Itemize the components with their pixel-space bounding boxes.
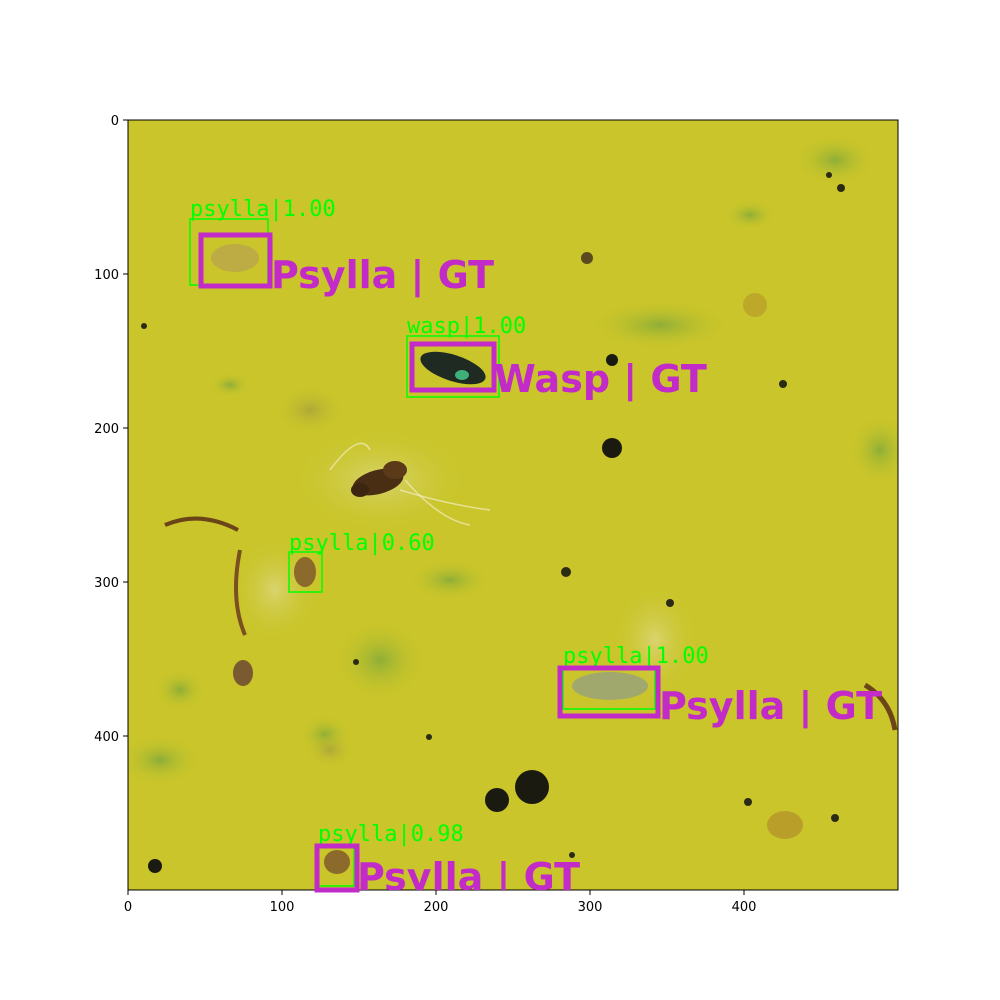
y-tick-label: 100 (94, 268, 119, 283)
y-tick-label: 200 (94, 422, 119, 437)
prediction-label: wasp|1.00 (407, 314, 526, 339)
x-tick-label: 300 (578, 900, 603, 915)
ground-truth-box (198, 232, 273, 289)
prediction-label: psylla|1.00 (563, 644, 709, 669)
ground-truth-box (314, 843, 360, 893)
x-tick-label: 0 (124, 900, 132, 915)
y-tick-label: 300 (94, 576, 119, 591)
y-axis: 0 100 200 300 400 (94, 114, 128, 745)
prediction-label: psylla|0.60 (289, 531, 435, 556)
x-tick-label: 100 (270, 900, 295, 915)
trap-photo (128, 120, 898, 890)
y-tick-label: 400 (94, 730, 119, 745)
prediction-label: psylla|1.00 (190, 197, 336, 222)
y-tick-label: 0 (111, 114, 119, 129)
annotations: psylla|1.00 Psylla | GT wasp|1.00 Wasp |… (189, 197, 882, 900)
prediction-box (288, 551, 323, 593)
x-tick-label: 200 (424, 900, 449, 915)
prediction-box (406, 335, 500, 398)
x-tick-label: 400 (732, 900, 757, 915)
ground-truth-box (409, 341, 497, 393)
ground-truth-label: Psylla | GT (659, 684, 882, 729)
axes-frame (127, 119, 899, 891)
ground-truth-box (557, 665, 661, 719)
x-axis: 0 100 200 300 400 (124, 890, 757, 915)
prediction-label: psylla|0.98 (318, 822, 464, 847)
ground-truth-label: Psylla | GT (271, 253, 494, 298)
ground-truth-label: Psylla | GT (357, 855, 580, 900)
ground-truth-label: Wasp | GT (494, 357, 707, 402)
